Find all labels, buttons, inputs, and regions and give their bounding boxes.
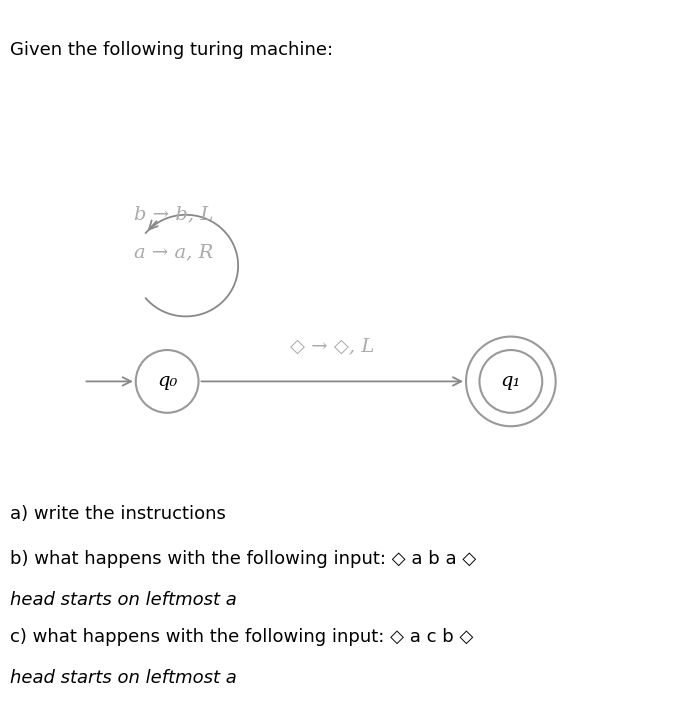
Text: ◇ → ◇, L: ◇ → ◇, L [290,337,374,355]
Text: Given the following turing machine:: Given the following turing machine: [10,42,334,60]
Text: a) write the instructions: a) write the instructions [10,505,226,523]
Text: a → a, R: a → a, R [134,243,213,261]
Text: b) what happens with the following input: ◇ a b a ◇: b) what happens with the following input… [10,549,477,567]
Text: q₁: q₁ [500,373,521,391]
Text: b → b, L: b → b, L [134,206,213,224]
Text: c) what happens with the following input: ◇ a c b ◇: c) what happens with the following input… [10,628,474,646]
Text: head starts on leftmost a: head starts on leftmost a [10,669,237,687]
Text: head starts on leftmost a: head starts on leftmost a [10,591,237,609]
Text: q₀: q₀ [157,373,178,391]
